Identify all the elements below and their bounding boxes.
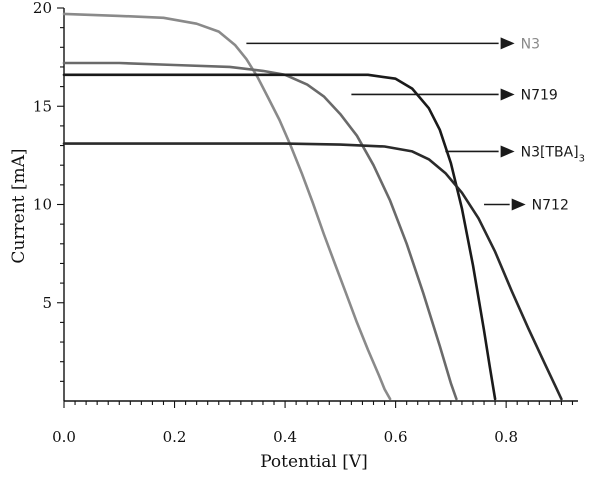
y-tick-label: 20 [33,0,52,17]
y-tick-label: 5 [42,294,52,312]
axis-ticks: 0.0 0.2 0.4 0.6 0.8 5 10 15 20 [33,0,574,446]
y-tick-label: 10 [33,196,52,214]
annotation-label: N712 [532,198,569,214]
x-tick-label: 0.8 [494,428,518,446]
y-tick-label: 15 [33,97,52,115]
series-line-n712 [62,142,563,401]
arrowhead-icon [500,88,515,101]
annotation-n3: N3 [246,36,540,52]
x-tick-label: 0.0 [52,428,76,446]
annotation-label-text: N712 [532,198,569,214]
series-line-n719 [62,61,458,401]
series-line-n3 [62,12,392,401]
arrowhead-icon [500,145,515,158]
series-line-n3-tba-3 [62,73,497,401]
annotation-label: N719 [521,87,558,103]
annotation-label-subscript: 3 [579,153,585,164]
annotation-n712: N712 [484,198,569,214]
annotation-label-text: N719 [521,87,558,103]
x-tick-label: 0.2 [163,428,187,446]
annotation-n3-tba-3: N3[TBA]3 [445,144,585,164]
arrowhead-icon [511,198,526,211]
y-axis-title: Current [mA] [9,148,29,263]
annotation-label-text: N3 [521,36,540,52]
x-tick-label: 0.4 [273,428,297,446]
annotation-n719: N719 [351,87,558,103]
annotation-label-text: N3[TBA] [521,144,579,160]
arrowhead-icon [500,37,515,50]
annotation-label: N3 [521,36,540,52]
annotation-layer: N3 N719 N3[TBA]3 N712 [246,36,585,214]
x-axis-title: Potential [V] [260,452,368,472]
x-tick-label: 0.6 [384,428,408,446]
series-layer [62,12,563,401]
annotation-label: N3[TBA]3 [521,144,585,164]
